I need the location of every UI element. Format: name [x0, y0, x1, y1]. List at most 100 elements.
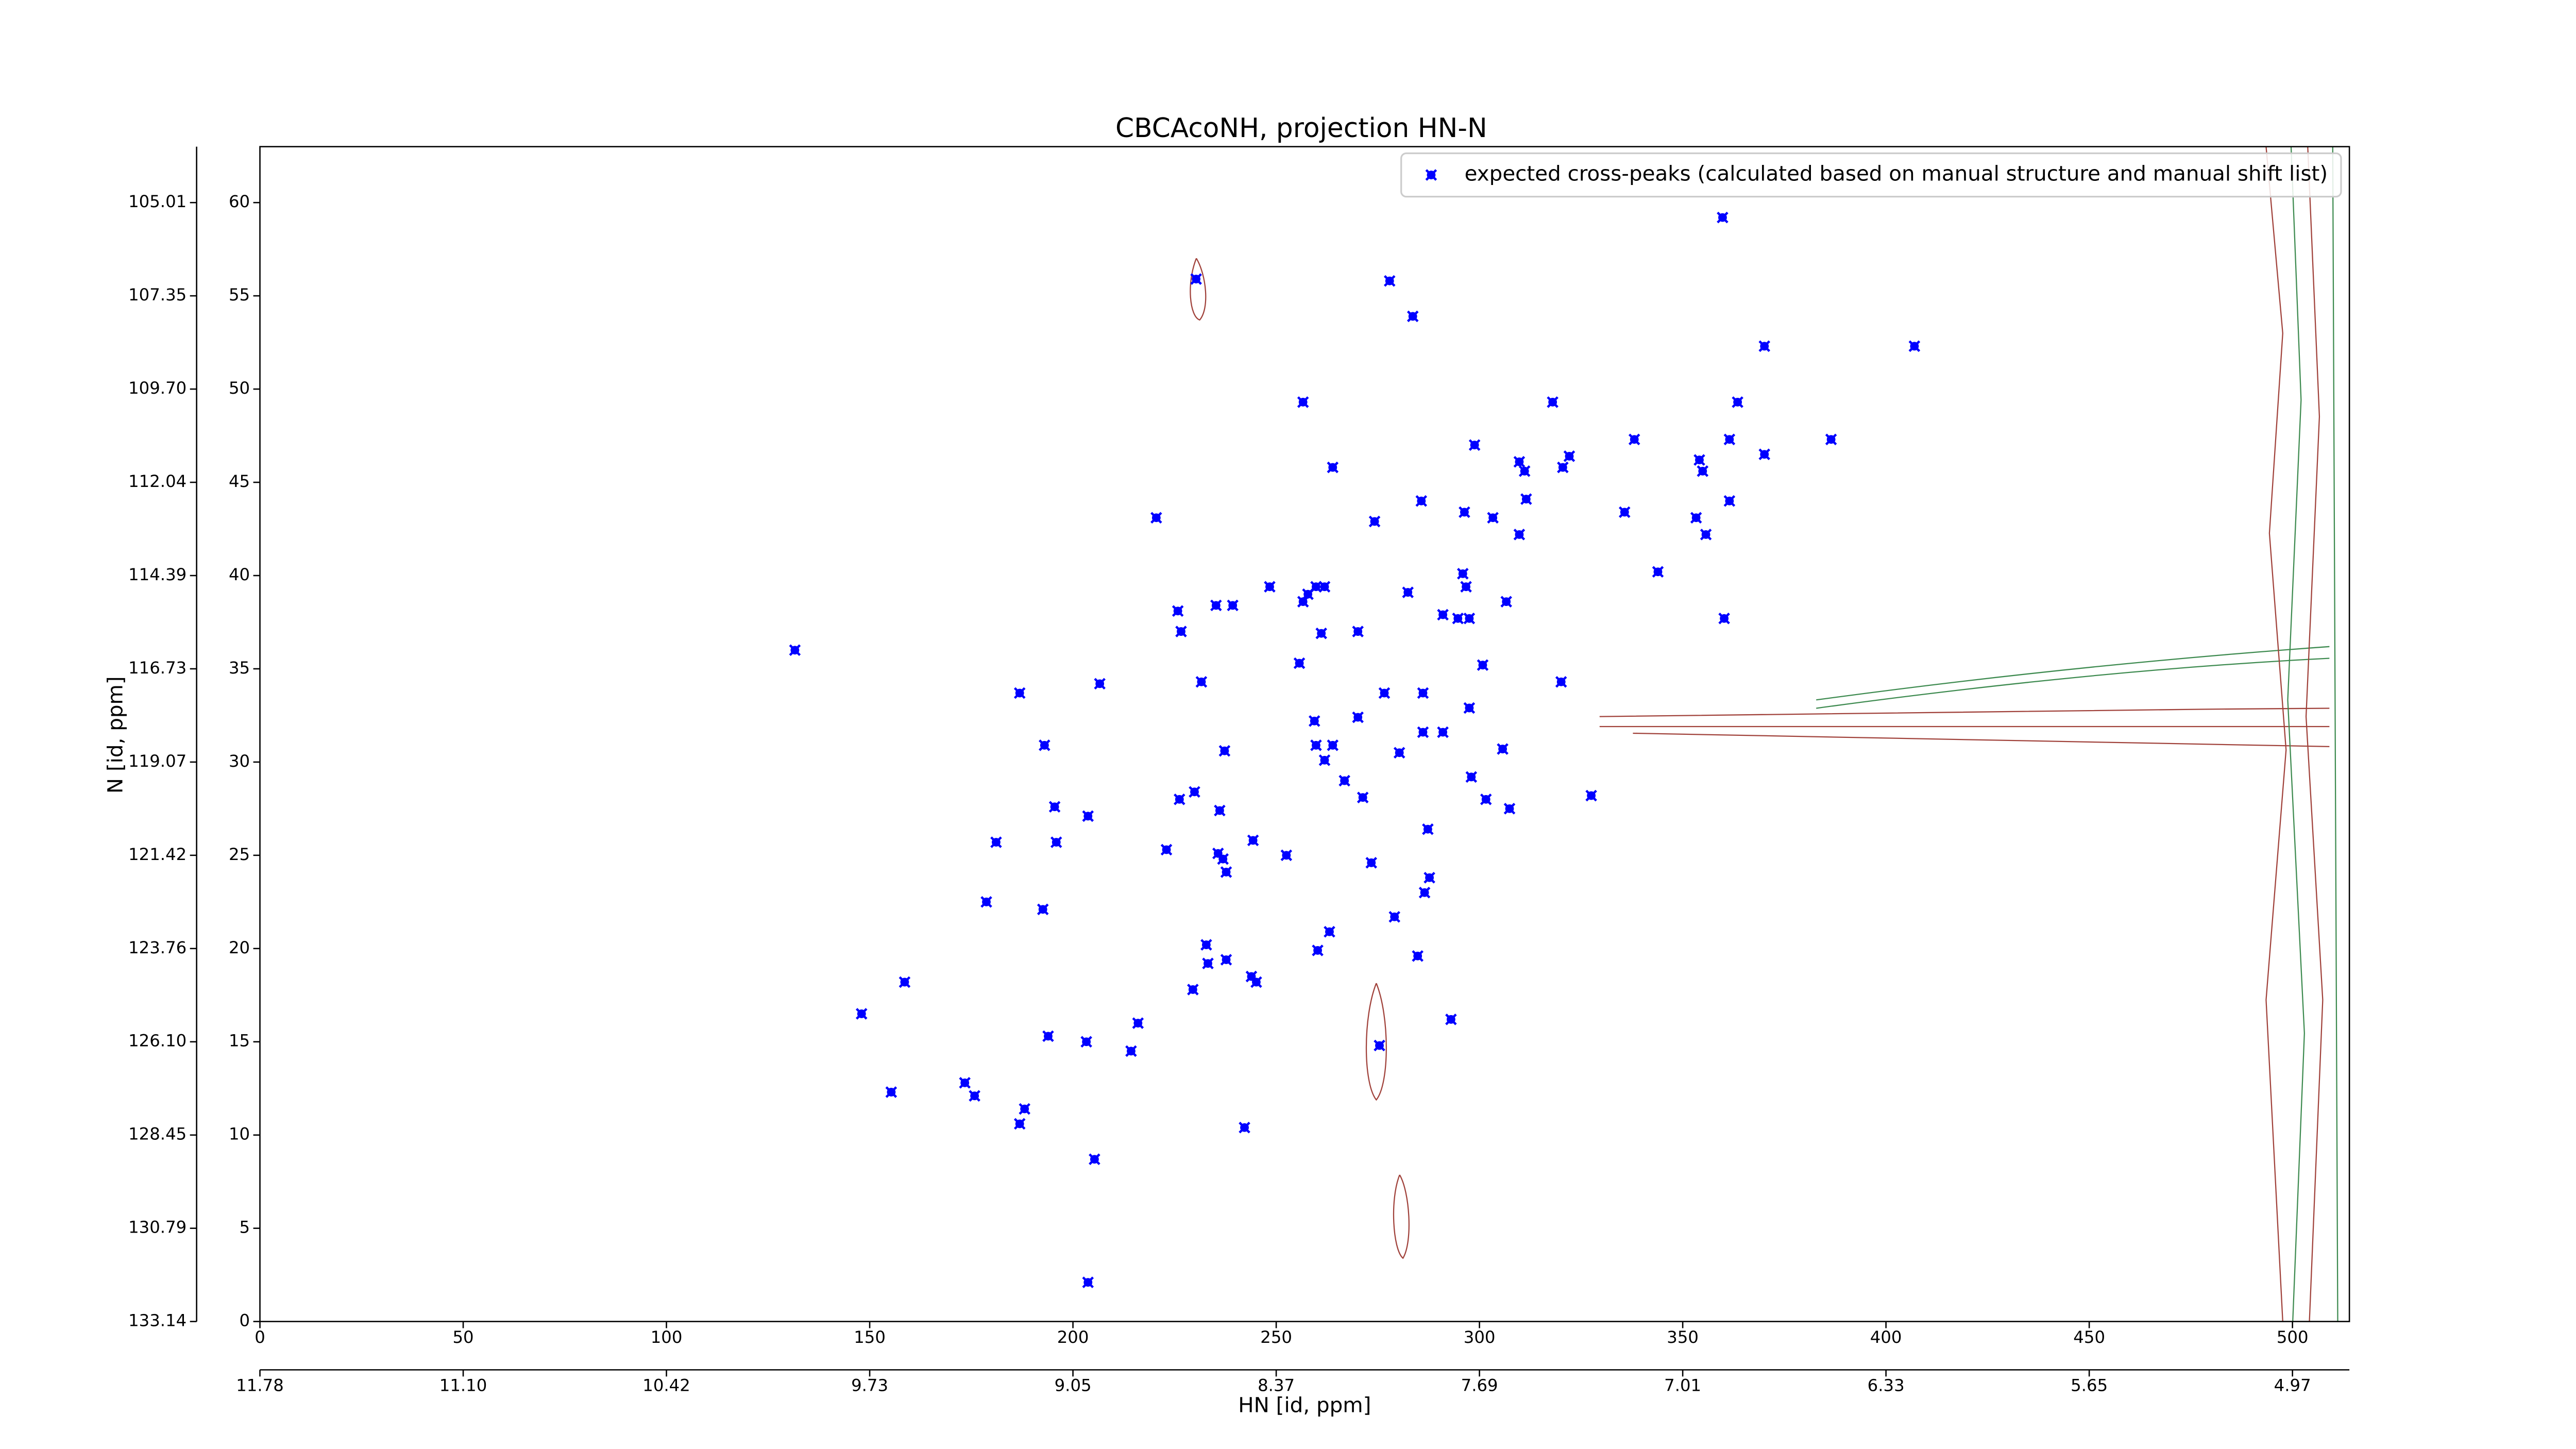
marker-cross	[789, 644, 801, 656]
cross-peak	[1700, 529, 1712, 541]
marker-cross	[1459, 506, 1470, 518]
cross-peak	[1082, 810, 1094, 822]
cross-peak	[1195, 676, 1208, 688]
marker-cross	[1187, 984, 1199, 996]
marker-cross	[1210, 599, 1222, 612]
cross-peak	[1406, 310, 1419, 323]
cross-peak	[1723, 433, 1736, 446]
marker-cross	[1452, 612, 1464, 625]
x-tick-label: 300	[1464, 1327, 1496, 1347]
marker-cross	[1383, 275, 1396, 287]
cross-peak	[1037, 903, 1049, 916]
cross-peak	[1388, 911, 1401, 923]
marker-cross	[899, 976, 911, 988]
legend-marker	[1425, 169, 1437, 181]
marker-cross	[1388, 911, 1401, 923]
cross-peak	[1460, 581, 1472, 593]
cross-peak	[1302, 588, 1314, 600]
contour-peak	[1190, 258, 1410, 1259]
marker-cross	[1050, 836, 1062, 848]
contour-band	[2287, 146, 2338, 1322]
marker-cross	[1393, 747, 1405, 759]
marker-cross	[1013, 1118, 1026, 1130]
cross-peak	[1418, 886, 1431, 899]
x-ppm-tick-label: 8.37	[1258, 1376, 1295, 1395]
marker-cross	[1365, 857, 1378, 869]
marker-cross	[1555, 676, 1567, 688]
marker-cross	[1487, 512, 1499, 524]
marker-cross	[1037, 903, 1049, 916]
y-ppm-tick-label: 123.76	[128, 938, 187, 957]
x-ppm-tick-label: 11.10	[439, 1376, 487, 1395]
y-tick-label: 15	[229, 1031, 250, 1051]
marker-cross	[1690, 512, 1702, 524]
cross-peak	[1352, 711, 1364, 723]
marker-cross	[1080, 1036, 1092, 1048]
y-axis-label: N [id, ppm]	[103, 676, 127, 794]
cross-peak	[1374, 1039, 1385, 1052]
cross-peak	[1210, 599, 1222, 612]
marker-cross	[1652, 566, 1664, 578]
marker-cross	[1048, 801, 1061, 813]
cross-peak	[1758, 340, 1771, 352]
x-ppm-tick-label: 10.42	[642, 1376, 690, 1395]
cross-peak	[1048, 801, 1061, 813]
marker-cross	[1324, 925, 1335, 938]
marker-cross	[1297, 396, 1309, 408]
marker-cross	[1214, 804, 1226, 817]
cross-peak	[1422, 823, 1434, 835]
cross-peak	[1214, 804, 1226, 817]
marker-cross	[1374, 1039, 1385, 1052]
y-tick-label: 0	[240, 1311, 250, 1330]
marker-cross	[1220, 866, 1232, 878]
cross-peak	[1402, 586, 1414, 598]
marker-cross	[1908, 340, 1921, 352]
y-tick-label: 55	[229, 285, 250, 305]
cross-peak	[1293, 657, 1306, 669]
x-ppm-tick-label: 5.65	[2071, 1376, 2108, 1395]
cross-peak	[1518, 465, 1531, 477]
cross-peak	[1557, 461, 1569, 474]
marker-cross	[1302, 588, 1314, 600]
cross-peak	[1338, 774, 1350, 787]
marker-cross	[1437, 726, 1449, 738]
cross-peak	[1445, 1014, 1457, 1025]
x-ppm-tick-label: 4.97	[2274, 1376, 2311, 1395]
cross-peak	[1312, 945, 1324, 956]
cross-peak	[1555, 676, 1567, 688]
cross-peak	[1563, 450, 1575, 462]
cross-peak	[1264, 581, 1276, 593]
cross-peak	[1718, 612, 1730, 625]
cross-peak	[1352, 626, 1364, 637]
y-ppm-tick-label: 128.45	[128, 1124, 187, 1144]
cross-peak	[1585, 789, 1597, 802]
legend-box	[1400, 152, 2342, 198]
cross-peak	[1202, 957, 1214, 970]
cross-peak	[1217, 853, 1229, 865]
x-tick-label: 350	[1667, 1327, 1699, 1347]
cross-peak	[1318, 754, 1331, 766]
cross-peak	[855, 1008, 868, 1020]
cross-peak	[1132, 1017, 1144, 1029]
marker-cross	[1082, 810, 1094, 822]
cross-peak	[1094, 678, 1106, 690]
cross-peak	[1497, 743, 1509, 755]
cross-peak	[1500, 596, 1513, 608]
marker-cross	[1445, 1014, 1457, 1025]
marker-cross	[1327, 739, 1339, 751]
marker-cross	[959, 1077, 971, 1089]
cross-peak	[1174, 793, 1185, 805]
cross-peak	[1357, 791, 1369, 803]
marker-cross	[1318, 754, 1331, 766]
cross-peak	[1697, 465, 1709, 477]
cross-peak	[1190, 273, 1202, 285]
cross-peak	[1378, 687, 1391, 699]
cross-peak	[1189, 786, 1200, 798]
marker-cross	[1218, 745, 1231, 757]
marker-cross	[1082, 1276, 1094, 1288]
cross-peak	[1187, 984, 1199, 996]
y-tick-label: 30	[229, 751, 250, 771]
cross-peak	[1465, 771, 1478, 783]
marker-cross	[1503, 803, 1516, 815]
cross-peak	[1310, 739, 1322, 751]
